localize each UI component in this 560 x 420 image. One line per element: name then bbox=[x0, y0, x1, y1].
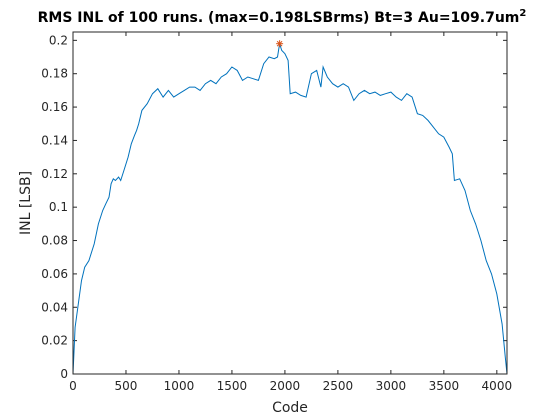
y-tick-label: 0.18 bbox=[41, 67, 68, 81]
x-tick-label: 2500 bbox=[323, 379, 354, 393]
y-tick-label: 0.08 bbox=[41, 234, 68, 248]
x-tick-label: 2000 bbox=[270, 379, 301, 393]
title-superscript: 2 bbox=[519, 8, 526, 19]
y-tick-label: 0.06 bbox=[41, 267, 68, 281]
x-tick-label: 500 bbox=[115, 379, 138, 393]
x-tick-label: 0 bbox=[69, 379, 77, 393]
y-tick-label: 0.02 bbox=[41, 334, 68, 348]
inl-series-line bbox=[72, 43, 508, 375]
axes-box bbox=[72, 31, 508, 375]
ticks: 0 500 1000 1500 2000 2500 3000 3500 4000 0 0.02 0.0… bbox=[41, 32, 512, 393]
y-tick-label: 0.1 bbox=[49, 200, 68, 214]
x-tick-label: 3500 bbox=[429, 379, 460, 393]
y-tick-label: 0.2 bbox=[49, 33, 68, 47]
max-marker-stroke bbox=[276, 40, 283, 47]
chart-title: RMS INL of 100 runs. (max=0.198LSBrms) B… bbox=[38, 8, 527, 26]
x-tick-label: 1500 bbox=[217, 379, 248, 393]
y-axis-label: INL [LSB] bbox=[18, 171, 34, 235]
series-group bbox=[72, 40, 508, 375]
x-axis-label: Code bbox=[272, 400, 308, 416]
y-tick-label: 0.04 bbox=[41, 300, 68, 314]
y-tick-label: 0.16 bbox=[41, 100, 68, 114]
y-tick-label: 0.14 bbox=[41, 133, 68, 147]
x-tick-label: 3000 bbox=[376, 379, 407, 393]
y-tick-label: 0.12 bbox=[41, 167, 68, 181]
x-tick-label: 1000 bbox=[164, 379, 195, 393]
y-tick-label: 0 bbox=[60, 367, 68, 381]
max-marker bbox=[276, 40, 284, 48]
x-tick-label: 4000 bbox=[482, 379, 513, 393]
